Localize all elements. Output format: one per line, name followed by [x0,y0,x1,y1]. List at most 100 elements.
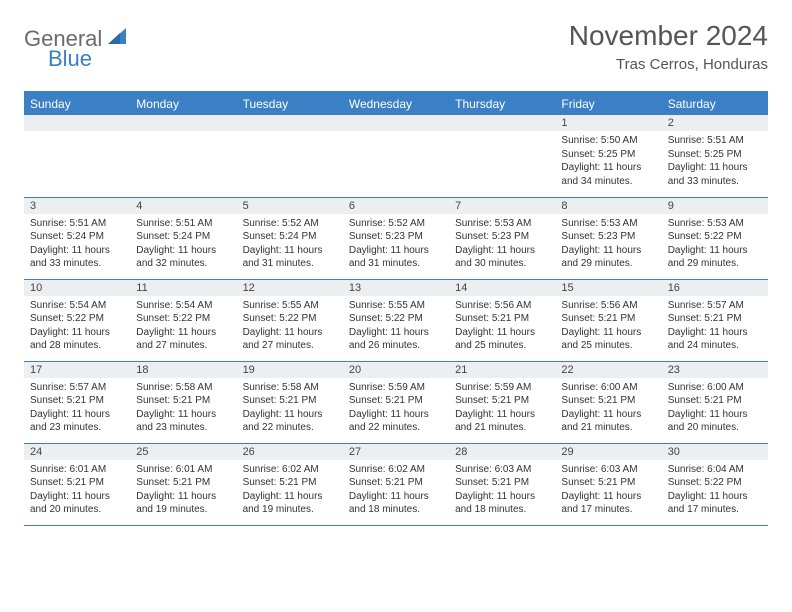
day-number: 22 [555,362,661,378]
calendar-day-cell: 9Sunrise: 5:53 AMSunset: 5:22 PMDaylight… [662,197,768,279]
title-block: November 2024 Tras Cerros, Honduras [569,20,768,73]
day-number: 18 [130,362,236,378]
day-details: Sunrise: 5:58 AMSunset: 5:21 PMDaylight:… [130,378,236,439]
day-number: 19 [237,362,343,378]
day-details: Sunrise: 5:52 AMSunset: 5:24 PMDaylight:… [237,214,343,275]
day-number: 24 [24,444,130,460]
calendar-table: Sunday Monday Tuesday Wednesday Thursday… [24,93,768,526]
calendar-day-cell: 30Sunrise: 6:04 AMSunset: 5:22 PMDayligh… [662,443,768,525]
calendar-day-cell: 13Sunrise: 5:55 AMSunset: 5:22 PMDayligh… [343,279,449,361]
day-number: 14 [449,280,555,296]
calendar-day-cell [449,115,555,197]
day-details: Sunrise: 5:53 AMSunset: 5:23 PMDaylight:… [449,214,555,275]
day-details: Sunrise: 5:57 AMSunset: 5:21 PMDaylight:… [24,378,130,439]
day-number: 10 [24,280,130,296]
day-number: 28 [449,444,555,460]
day-number: 7 [449,198,555,214]
day-details: Sunrise: 6:02 AMSunset: 5:21 PMDaylight:… [237,460,343,521]
calendar-day-cell: 26Sunrise: 6:02 AMSunset: 5:21 PMDayligh… [237,443,343,525]
day-number: 1 [555,115,661,131]
weekday-header: Sunday [24,93,130,115]
day-number: 3 [24,198,130,214]
day-number: 23 [662,362,768,378]
month-title: November 2024 [569,20,768,52]
day-number [24,115,130,131]
day-number [449,115,555,131]
calendar-day-cell: 22Sunrise: 6:00 AMSunset: 5:21 PMDayligh… [555,361,661,443]
day-number: 15 [555,280,661,296]
day-details: Sunrise: 5:54 AMSunset: 5:22 PMDaylight:… [130,296,236,357]
calendar-day-cell: 19Sunrise: 5:58 AMSunset: 5:21 PMDayligh… [237,361,343,443]
day-details: Sunrise: 5:53 AMSunset: 5:22 PMDaylight:… [662,214,768,275]
day-details: Sunrise: 5:51 AMSunset: 5:24 PMDaylight:… [130,214,236,275]
day-number: 30 [662,444,768,460]
day-number: 8 [555,198,661,214]
day-details: Sunrise: 6:00 AMSunset: 5:21 PMDaylight:… [555,378,661,439]
day-number: 12 [237,280,343,296]
day-number: 6 [343,198,449,214]
calendar-day-cell: 25Sunrise: 6:01 AMSunset: 5:21 PMDayligh… [130,443,236,525]
weekday-header: Monday [130,93,236,115]
weekday-header: Wednesday [343,93,449,115]
calendar-day-cell: 29Sunrise: 6:03 AMSunset: 5:21 PMDayligh… [555,443,661,525]
day-details: Sunrise: 6:00 AMSunset: 5:21 PMDaylight:… [662,378,768,439]
day-details: Sunrise: 5:57 AMSunset: 5:21 PMDaylight:… [662,296,768,357]
day-number: 25 [130,444,236,460]
day-number: 20 [343,362,449,378]
day-details: Sunrise: 6:04 AMSunset: 5:22 PMDaylight:… [662,460,768,521]
day-number: 27 [343,444,449,460]
day-details: Sunrise: 5:55 AMSunset: 5:22 PMDaylight:… [237,296,343,357]
day-details: Sunrise: 6:01 AMSunset: 5:21 PMDaylight:… [130,460,236,521]
calendar-day-cell: 27Sunrise: 6:02 AMSunset: 5:21 PMDayligh… [343,443,449,525]
calendar-day-cell [130,115,236,197]
calendar-week-row: 24Sunrise: 6:01 AMSunset: 5:21 PMDayligh… [24,443,768,525]
day-number [343,115,449,131]
calendar-day-cell [343,115,449,197]
logo-text-blue: Blue [48,46,92,72]
day-details: Sunrise: 6:02 AMSunset: 5:21 PMDaylight:… [343,460,449,521]
calendar-day-cell: 24Sunrise: 6:01 AMSunset: 5:21 PMDayligh… [24,443,130,525]
calendar-day-cell: 4Sunrise: 5:51 AMSunset: 5:24 PMDaylight… [130,197,236,279]
calendar-day-cell [237,115,343,197]
calendar-day-cell: 7Sunrise: 5:53 AMSunset: 5:23 PMDaylight… [449,197,555,279]
calendar-week-row: 1Sunrise: 5:50 AMSunset: 5:25 PMDaylight… [24,115,768,197]
day-number: 4 [130,198,236,214]
day-details: Sunrise: 5:50 AMSunset: 5:25 PMDaylight:… [555,131,661,192]
location: Tras Cerros, Honduras [569,56,768,73]
header: General November 2024 Tras Cerros, Hondu… [24,20,768,73]
day-number: 29 [555,444,661,460]
day-details: Sunrise: 5:59 AMSunset: 5:21 PMDaylight:… [449,378,555,439]
calendar-day-cell [24,115,130,197]
day-details: Sunrise: 5:58 AMSunset: 5:21 PMDaylight:… [237,378,343,439]
calendar-day-cell: 28Sunrise: 6:03 AMSunset: 5:21 PMDayligh… [449,443,555,525]
weekday-header: Tuesday [237,93,343,115]
calendar-day-cell: 20Sunrise: 5:59 AMSunset: 5:21 PMDayligh… [343,361,449,443]
day-details: Sunrise: 5:55 AMSunset: 5:22 PMDaylight:… [343,296,449,357]
day-details: Sunrise: 5:59 AMSunset: 5:21 PMDaylight:… [343,378,449,439]
day-number: 26 [237,444,343,460]
day-number: 2 [662,115,768,131]
calendar-day-cell: 8Sunrise: 5:53 AMSunset: 5:23 PMDaylight… [555,197,661,279]
calendar-day-cell: 21Sunrise: 5:59 AMSunset: 5:21 PMDayligh… [449,361,555,443]
day-number [130,115,236,131]
logo-sail-icon [108,28,128,51]
day-details: Sunrise: 5:56 AMSunset: 5:21 PMDaylight:… [555,296,661,357]
calendar-week-row: 10Sunrise: 5:54 AMSunset: 5:22 PMDayligh… [24,279,768,361]
calendar-day-cell: 1Sunrise: 5:50 AMSunset: 5:25 PMDaylight… [555,115,661,197]
calendar-day-cell: 18Sunrise: 5:58 AMSunset: 5:21 PMDayligh… [130,361,236,443]
day-number: 13 [343,280,449,296]
day-number: 5 [237,198,343,214]
day-details: Sunrise: 5:52 AMSunset: 5:23 PMDaylight:… [343,214,449,275]
weekday-header: Thursday [449,93,555,115]
day-details: Sunrise: 5:51 AMSunset: 5:24 PMDaylight:… [24,214,130,275]
calendar-day-cell: 11Sunrise: 5:54 AMSunset: 5:22 PMDayligh… [130,279,236,361]
day-number: 16 [662,280,768,296]
day-details: Sunrise: 5:53 AMSunset: 5:23 PMDaylight:… [555,214,661,275]
day-number: 21 [449,362,555,378]
calendar-day-cell: 6Sunrise: 5:52 AMSunset: 5:23 PMDaylight… [343,197,449,279]
calendar-week-row: 17Sunrise: 5:57 AMSunset: 5:21 PMDayligh… [24,361,768,443]
day-number: 11 [130,280,236,296]
calendar-day-cell: 23Sunrise: 6:00 AMSunset: 5:21 PMDayligh… [662,361,768,443]
weekday-header: Friday [555,93,661,115]
day-details: Sunrise: 6:03 AMSunset: 5:21 PMDaylight:… [449,460,555,521]
